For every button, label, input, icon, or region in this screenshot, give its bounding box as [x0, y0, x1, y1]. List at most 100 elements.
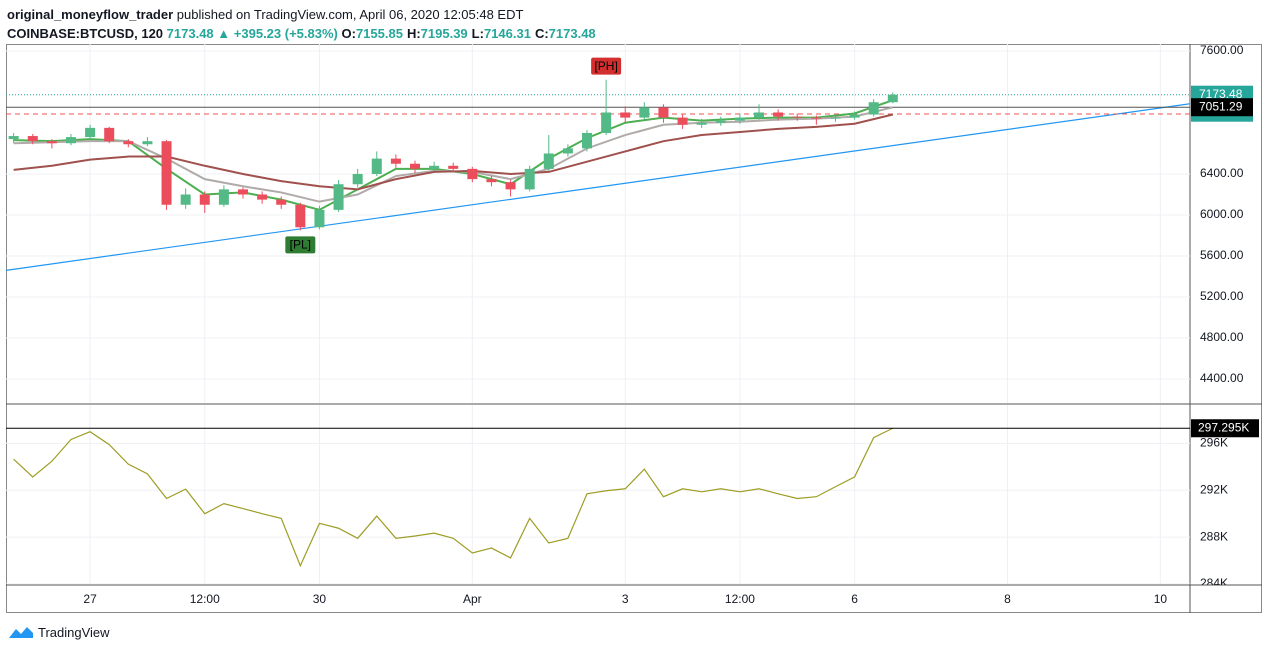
y-tick-label: 5200.00: [1200, 289, 1244, 303]
footer: TradingView: [8, 624, 110, 640]
candle-body: [410, 163, 421, 169]
ohlc: O:7155.85 H:7195.39 L:7146.31 C:7173.48: [341, 26, 599, 41]
candle-body: [8, 136, 19, 140]
candle-body: [773, 112, 784, 117]
candle-body: [677, 117, 688, 125]
candle-body: [257, 194, 268, 200]
last: 7173.48: [166, 26, 214, 41]
candle-body: [142, 141, 153, 145]
lower-pane: [6, 405, 1190, 584]
x-tick-label: 8: [1004, 592, 1011, 606]
candle-body: [27, 136, 38, 142]
ohlc-label: C:: [534, 26, 549, 41]
author: original_moneyflow_trader: [7, 7, 174, 22]
published: published on TradingView.com, April 06, …: [176, 7, 524, 22]
candle-body: [199, 194, 210, 205]
candle-body: [429, 165, 440, 169]
price-box-label: 7173.48: [1199, 87, 1243, 101]
indicator-line: [13, 427, 894, 568]
candle-body: [696, 122, 707, 125]
price-box-label: 7051.29: [1199, 99, 1243, 113]
x-tick-label: 30: [313, 592, 327, 606]
x-tick-label: 10: [1154, 592, 1168, 606]
y-tick-label: 6000.00: [1200, 207, 1244, 221]
candle-body: [352, 173, 363, 185]
logo: [9, 627, 33, 638]
candle-body: [276, 199, 287, 205]
y-tick-label: 288K: [1200, 529, 1228, 543]
candle-body: [390, 158, 401, 164]
candle-body: [104, 127, 115, 142]
y-tick-label: 296K: [1200, 436, 1228, 450]
candle-body: [754, 112, 765, 118]
candle-body: [582, 132, 593, 149]
annotation-label: [PL]: [290, 238, 311, 252]
annotation-box: [591, 57, 622, 75]
candle-body: [333, 184, 344, 210]
candle-body: [65, 137, 76, 144]
main-pane: [PH] [PL]: [6, 44, 1190, 403]
header: original_moneyflow_trader published on T…: [7, 5, 600, 43]
candle-body: [792, 116, 803, 118]
symbol: COINBASE:BTCUSD, 120: [7, 26, 164, 41]
candle-body: [314, 209, 325, 228]
candle-body: [811, 117, 822, 119]
candle-body: [868, 102, 879, 115]
candle-body: [505, 182, 516, 190]
candle-body: [180, 194, 191, 205]
candle-body: [237, 189, 248, 195]
last-box-label: 297.295K: [1198, 420, 1249, 434]
y-tick-label: 4400.00: [1200, 371, 1244, 385]
candle-body: [887, 94, 898, 103]
candle-body: [486, 179, 497, 183]
candle-body: [46, 141, 57, 144]
annotation-label: [PH]: [594, 59, 617, 73]
annotation-box: [285, 236, 316, 254]
candle-body: [161, 141, 172, 205]
candle-body: [734, 117, 745, 121]
candle-body: [295, 204, 306, 228]
x-tick-label: 12:00: [725, 592, 755, 606]
change: +395.23 (+5.83%): [233, 26, 338, 41]
candle-body: [218, 189, 229, 205]
lower-axis: 296K 292K 288K 284K: [1200, 436, 1228, 590]
ohlc-value: 7146.31: [483, 26, 531, 41]
candle-body: [467, 168, 478, 180]
moving-average: [13, 113, 894, 191]
candle-body: [85, 127, 96, 138]
x-tick-label: 12:00: [190, 592, 220, 606]
candle-body: [658, 107, 669, 118]
x-tick-label: 3: [622, 592, 629, 606]
candle-body: [562, 148, 573, 154]
y-tick-label: 7600.00: [1200, 43, 1244, 57]
x-tick-label: 27: [83, 592, 97, 606]
candle-body: [524, 168, 535, 190]
y-tick-label: 4800.00: [1200, 330, 1244, 344]
candle-body: [639, 107, 650, 118]
candle-body: [830, 117, 841, 119]
candle-body: [849, 114, 860, 118]
candle-body: [371, 158, 382, 174]
ohlc-label: O:: [341, 26, 356, 41]
arrow: ▲: [217, 26, 231, 41]
frame: [6, 44, 1262, 613]
price-box: [1191, 98, 1253, 117]
y-tick-label: 292K: [1200, 482, 1228, 496]
brand: TradingView: [38, 624, 110, 640]
x-tick-label: Apr: [463, 592, 482, 606]
ohlc-label: H:: [406, 26, 421, 41]
trendline: [6, 103, 1190, 271]
last-box: [1191, 419, 1259, 438]
candle-body: [543, 153, 554, 169]
candle-body: [715, 120, 726, 123]
ohlc-value: 7155.85: [355, 26, 403, 41]
x-tick-label: 6: [851, 592, 858, 606]
ohlc-value: 7173.48: [548, 26, 596, 41]
ohlc-value: 7195.39: [420, 26, 468, 41]
candle-body: [448, 165, 459, 169]
ohlc-label: L:: [471, 26, 484, 41]
candle-body: [601, 112, 612, 133]
y-tick-label: 284K: [1200, 576, 1228, 590]
